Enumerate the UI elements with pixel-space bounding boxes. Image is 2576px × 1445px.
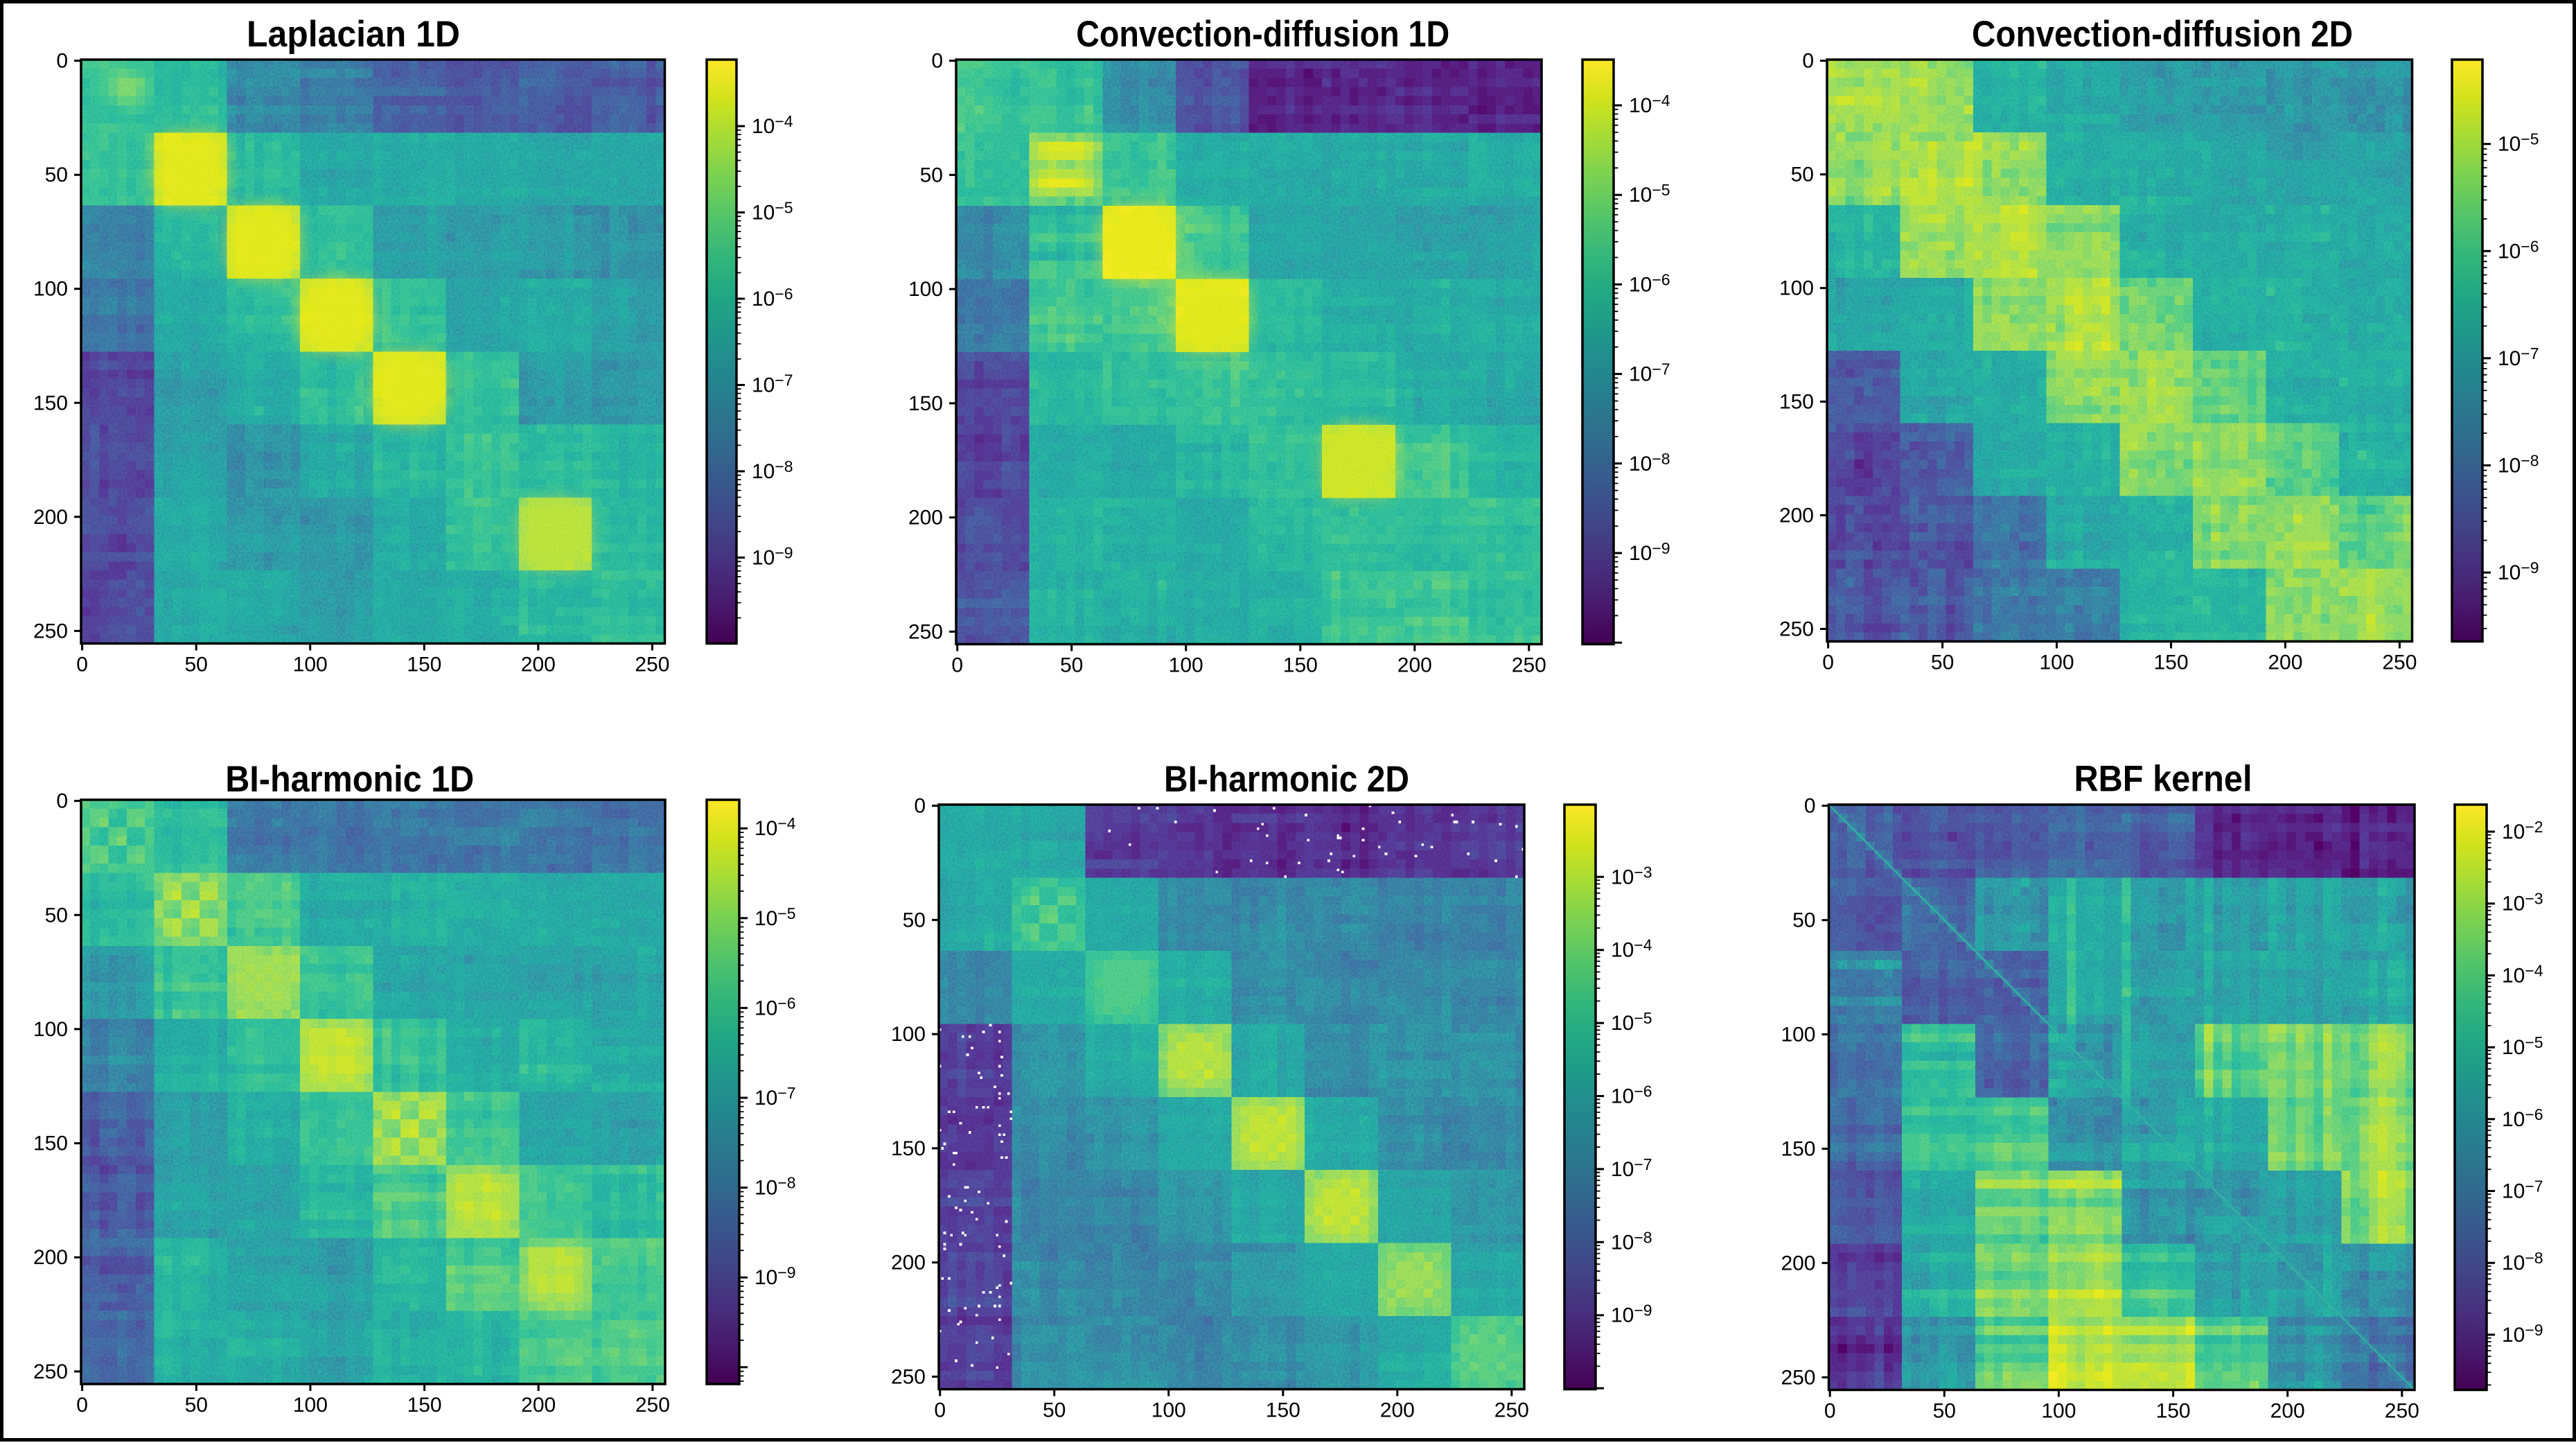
svg-text:100: 100 xyxy=(908,278,943,301)
svg-text:250: 250 xyxy=(33,620,68,642)
svg-text:50: 50 xyxy=(1043,1399,1066,1422)
svg-text:0: 0 xyxy=(1802,50,1814,73)
svg-text:10−8: 10−8 xyxy=(1629,450,1670,475)
svg-text:150: 150 xyxy=(407,1394,442,1417)
svg-text:BI-harmonic 1D: BI-harmonic 1D xyxy=(225,759,474,800)
svg-text:100: 100 xyxy=(891,1023,926,1046)
svg-text:100: 100 xyxy=(2041,1400,2076,1423)
svg-text:50: 50 xyxy=(1791,164,1814,186)
svg-text:200: 200 xyxy=(521,1394,556,1417)
svg-text:10−6: 10−6 xyxy=(2498,237,2539,263)
svg-text:100: 100 xyxy=(33,1018,68,1041)
svg-text:10−8: 10−8 xyxy=(1611,1228,1652,1254)
svg-text:RBF kernel: RBF kernel xyxy=(2074,759,2252,800)
svg-text:150: 150 xyxy=(33,1132,68,1155)
svg-text:BI-harmonic 2D: BI-harmonic 2D xyxy=(1164,759,1409,800)
svg-text:Laplacian 1D: Laplacian 1D xyxy=(247,14,460,55)
svg-text:150: 150 xyxy=(33,392,68,414)
svg-text:100: 100 xyxy=(1779,277,1814,300)
svg-text:50: 50 xyxy=(1060,654,1083,677)
svg-text:250: 250 xyxy=(2382,651,2417,674)
svg-text:100: 100 xyxy=(1781,1024,1815,1046)
svg-text:100: 100 xyxy=(293,654,328,676)
svg-text:0: 0 xyxy=(1824,1400,1836,1423)
svg-text:200: 200 xyxy=(33,506,68,529)
svg-text:250: 250 xyxy=(33,1360,68,1383)
svg-text:250: 250 xyxy=(1779,618,1814,641)
svg-text:50: 50 xyxy=(1933,1400,1956,1423)
svg-text:100: 100 xyxy=(1169,654,1203,677)
svg-text:150: 150 xyxy=(2153,651,2188,674)
svg-text:150: 150 xyxy=(1283,654,1318,677)
svg-text:150: 150 xyxy=(407,654,441,676)
svg-text:150: 150 xyxy=(1779,391,1814,414)
svg-text:10−7: 10−7 xyxy=(755,1084,796,1110)
svg-text:200: 200 xyxy=(891,1252,926,1275)
svg-text:100: 100 xyxy=(1152,1399,1186,1422)
svg-text:50: 50 xyxy=(1792,909,1815,932)
svg-text:10−3: 10−3 xyxy=(2502,890,2543,916)
svg-text:50: 50 xyxy=(45,904,68,927)
svg-text:0: 0 xyxy=(1804,795,1816,818)
svg-text:10−7: 10−7 xyxy=(2502,1177,2543,1203)
svg-text:100: 100 xyxy=(2039,651,2074,674)
svg-text:150: 150 xyxy=(1266,1399,1300,1422)
svg-text:10−5: 10−5 xyxy=(2502,1033,2543,1059)
svg-text:250: 250 xyxy=(891,1365,926,1388)
svg-text:150: 150 xyxy=(1781,1138,1815,1161)
svg-text:200: 200 xyxy=(521,654,556,676)
svg-text:150: 150 xyxy=(891,1137,926,1160)
svg-text:0: 0 xyxy=(1822,651,1834,674)
svg-text:0: 0 xyxy=(76,654,88,676)
svg-text:200: 200 xyxy=(1781,1252,1815,1275)
svg-text:200: 200 xyxy=(33,1246,68,1269)
svg-text:0: 0 xyxy=(76,1394,88,1417)
svg-text:250: 250 xyxy=(1494,1399,1529,1422)
svg-text:0: 0 xyxy=(914,795,926,818)
svg-text:250: 250 xyxy=(2385,1400,2419,1423)
svg-text:0: 0 xyxy=(931,50,943,73)
svg-text:200: 200 xyxy=(1380,1399,1415,1422)
svg-text:200: 200 xyxy=(1779,505,1814,527)
svg-text:0: 0 xyxy=(951,654,963,677)
svg-text:200: 200 xyxy=(2270,1400,2305,1423)
svg-text:50: 50 xyxy=(1931,651,1954,674)
svg-text:50: 50 xyxy=(903,909,926,931)
svg-text:Convection-diffusion 2D: Convection-diffusion 2D xyxy=(1972,14,2353,55)
svg-text:250: 250 xyxy=(1781,1366,1815,1389)
svg-text:50: 50 xyxy=(920,164,943,186)
svg-text:200: 200 xyxy=(2268,651,2302,674)
svg-text:0: 0 xyxy=(56,790,68,813)
svg-text:100: 100 xyxy=(293,1394,328,1417)
svg-text:200: 200 xyxy=(908,507,943,529)
svg-text:10−7: 10−7 xyxy=(2498,344,2539,370)
svg-text:150: 150 xyxy=(908,392,943,415)
svg-text:250: 250 xyxy=(1512,654,1546,677)
svg-text:50: 50 xyxy=(45,164,68,186)
svg-text:10−7: 10−7 xyxy=(1611,1155,1652,1181)
svg-text:250: 250 xyxy=(908,620,943,643)
svg-text:250: 250 xyxy=(635,1394,670,1417)
svg-text:10−6: 10−6 xyxy=(1611,1083,1652,1108)
svg-text:0: 0 xyxy=(56,50,68,73)
svg-text:Convection-diffusion 1D: Convection-diffusion 1D xyxy=(1076,14,1449,55)
svg-text:0: 0 xyxy=(934,1399,946,1422)
svg-text:100: 100 xyxy=(33,278,68,301)
svg-text:50: 50 xyxy=(185,654,208,676)
svg-text:150: 150 xyxy=(2156,1400,2191,1423)
svg-text:200: 200 xyxy=(1397,654,1432,677)
svg-text:50: 50 xyxy=(185,1394,208,1417)
svg-text:250: 250 xyxy=(635,654,669,676)
